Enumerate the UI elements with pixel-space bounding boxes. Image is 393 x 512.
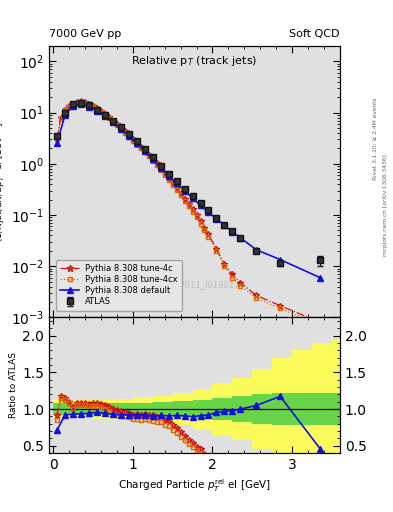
Y-axis label: Ratio to ATLAS: Ratio to ATLAS	[9, 352, 18, 418]
Text: Soft QCD: Soft QCD	[290, 29, 340, 39]
X-axis label: Charged Particle $\mathit{p}^{\rm rel}_{T}$ el [GeV]: Charged Particle $\mathit{p}^{\rm rel}_{…	[118, 478, 271, 495]
Y-axis label: (1/Njet)dN/dp$^{\rm rel}_{T}$ el [GeV$^{-1}$]: (1/Njet)dN/dp$^{\rm rel}_{T}$ el [GeV$^{…	[0, 122, 7, 242]
Text: Rivet 3.1.10; ≥ 2.4M events: Rivet 3.1.10; ≥ 2.4M events	[373, 97, 378, 180]
Text: Relative p$_{T}$ (track jets): Relative p$_{T}$ (track jets)	[131, 54, 258, 68]
Text: ATLAS_2011_I919017: ATLAS_2011_I919017	[149, 281, 240, 289]
Text: mcplots.cern.ch [arXiv:1306.3436]: mcplots.cern.ch [arXiv:1306.3436]	[383, 154, 387, 255]
Text: 7000 GeV pp: 7000 GeV pp	[49, 29, 121, 39]
Legend: Pythia 8.308 tune-4c, Pythia 8.308 tune-4cx, Pythia 8.308 default, ATLAS: Pythia 8.308 tune-4c, Pythia 8.308 tune-…	[56, 260, 182, 311]
